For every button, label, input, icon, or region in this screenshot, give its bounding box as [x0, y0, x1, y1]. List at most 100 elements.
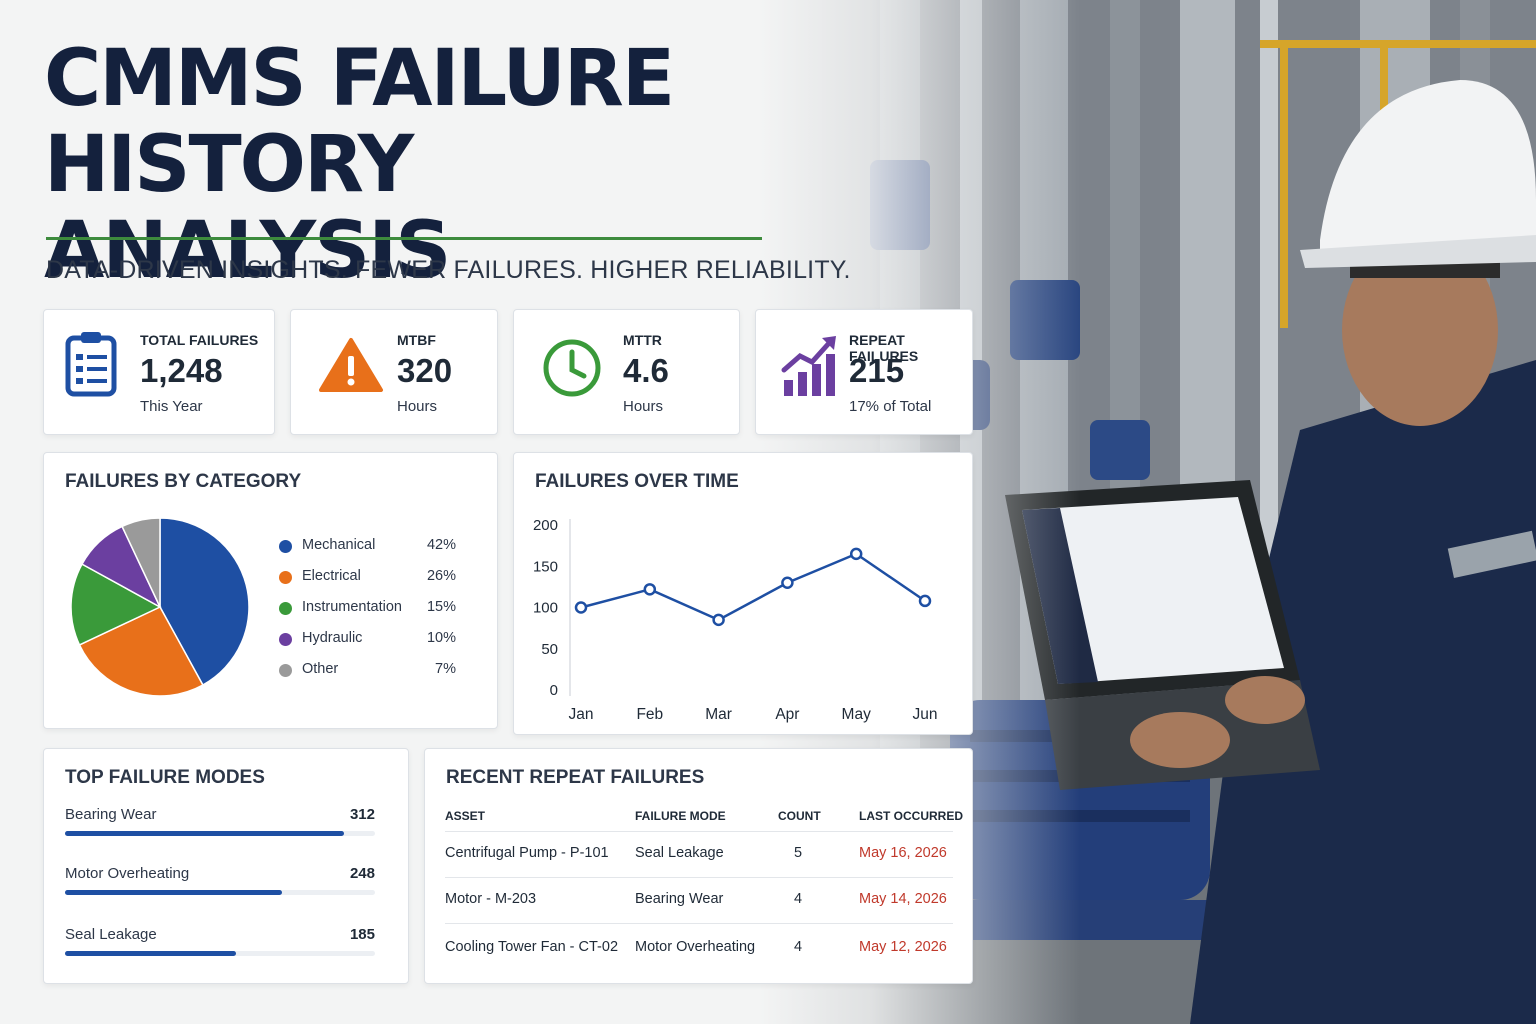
- failures-line-chart: 0 50 100 150 200 Jan Feb Mar Apr May Jun: [533, 517, 938, 723]
- column-header-last-occurred: LAST OCCURRED: [859, 809, 963, 823]
- kpi-label: TOTAL FAILURES: [140, 332, 259, 348]
- y-tick-label: 150: [533, 558, 558, 575]
- top-failure-modes-card: TOP FAILURE MODES Bearing Wear 312 Motor…: [43, 748, 409, 984]
- failure-mode-cell: Seal Leakage: [635, 845, 724, 861]
- failure-mode-count: 312: [349, 806, 375, 823]
- column-header-count: COUNT: [778, 809, 821, 823]
- kpi-value: 320: [397, 352, 453, 389]
- failure-mode-bar-track: [65, 831, 375, 836]
- pie-slice-other: [121, 517, 161, 608]
- legend-label: Other: [302, 661, 339, 677]
- failure-mode-count: 185: [349, 926, 375, 943]
- category-pie-chart: [70, 517, 250, 697]
- trending-up-bars-icon: [781, 336, 836, 396]
- asset-cell: Motor - M-203: [445, 891, 537, 907]
- card-title: RECENT REPEAT FAILURES: [446, 767, 705, 788]
- failure-mode-cell: Motor Overheating: [635, 939, 756, 955]
- data-point-jan: [574, 601, 588, 614]
- kpi-card-repeat-failures: REPEAT FAILURES 215 17% of Total: [755, 309, 973, 435]
- card-title: TOP FAILURE MODES: [65, 767, 265, 788]
- kpi-value: 1,248: [140, 352, 223, 389]
- tagline: DATA-DRIVEN INSIGHTS. FEWER FAILURES. HI…: [46, 256, 851, 284]
- x-tick-label: Feb: [636, 706, 663, 723]
- legend-label: Mechanical: [302, 537, 376, 553]
- failure-mode-cell: Bearing Wear: [635, 891, 724, 907]
- legend-item: Instrumentation 15%: [276, 597, 456, 628]
- legend-swatch: [279, 664, 292, 677]
- kpi-label: REPEAT FAILURES: [849, 332, 919, 364]
- x-tick-label: Jun: [913, 706, 938, 723]
- clock-icon: [543, 339, 601, 397]
- column-header-failure-mode: FAILURE MODE: [635, 809, 726, 823]
- kpi-label: MTTR: [623, 332, 662, 348]
- kpi-subtext: Hours: [623, 398, 664, 415]
- failure-mode-count: 248: [349, 865, 375, 882]
- legend-value: 15%: [426, 599, 456, 615]
- warning-triangle-icon: [319, 338, 383, 392]
- asset-cell: Centrifugal Pump - P-101: [445, 845, 609, 861]
- y-tick-label: 50: [541, 641, 558, 658]
- failure-mode-bar-fill: [65, 951, 236, 956]
- y-tick-label: 0: [550, 682, 558, 699]
- card-title: FAILURES OVER TIME: [535, 471, 739, 492]
- legend-swatch: [279, 633, 292, 646]
- title-divider: [46, 237, 762, 240]
- failure-mode-bar-track: [65, 890, 375, 895]
- pie-slice-mechanical: [159, 517, 250, 687]
- legend-label: Instrumentation: [302, 599, 402, 615]
- kpi-card-total-failures: TOTAL FAILURES 1,248 This Year: [43, 309, 275, 435]
- x-tick-label: May: [842, 706, 872, 723]
- last-occurred-cell: May 14, 2026: [859, 891, 947, 907]
- last-occurred-cell: May 12, 2026: [859, 939, 947, 955]
- x-tick-label: Mar: [705, 706, 732, 723]
- title-line-2: HISTORY ANALYSIS: [44, 120, 451, 296]
- failures-over-time-card: FAILURES OVER TIME 0 50 100 150 200 Jan Feb Mar…: [513, 452, 973, 735]
- table-row[interactable]: Cooling Tower Fan - CT-02 Motor Overheat…: [445, 923, 953, 969]
- data-point-mar: [712, 613, 725, 627]
- x-tick-label: Jan: [569, 706, 594, 723]
- legend-item: Mechanical 42%: [276, 535, 456, 566]
- legend-swatch: [279, 571, 292, 584]
- failure-mode-bar-track: [65, 951, 375, 956]
- legend-item: Electrical 26%: [276, 566, 456, 597]
- legend-label: Electrical: [302, 568, 361, 584]
- data-point-apr: [781, 576, 794, 589]
- kpi-value: 4.6: [623, 352, 669, 389]
- kpi-subtext: Hours: [397, 398, 438, 415]
- failure-mode-bar-fill: [65, 831, 344, 836]
- kpi-subtext: This Year: [140, 398, 203, 415]
- data-point-feb: [643, 583, 657, 596]
- legend-label: Hydraulic: [302, 630, 363, 646]
- recent-repeat-failures-card: RECENT REPEAT FAILURES ASSET FAILURE MOD…: [424, 748, 973, 984]
- card-title: FAILURES BY CATEGORY: [65, 471, 302, 492]
- legend-item: Other 7%: [276, 659, 456, 690]
- failure-mode-name: Seal Leakage: [65, 926, 157, 943]
- column-header-asset: ASSET: [445, 809, 486, 823]
- kpi-value: 215: [849, 352, 905, 389]
- x-tick-label: Apr: [775, 706, 799, 723]
- page-title: CMMS FAILURE HISTORY ANALYSIS: [44, 36, 804, 294]
- table-row[interactable]: Motor - M-203 Bearing Wear 4 May 14, 202…: [445, 877, 953, 923]
- kpi-card-mtbf: MTBF 320 Hours: [290, 309, 498, 435]
- clipboard-list-icon: [65, 332, 117, 397]
- legend-swatch: [279, 602, 292, 615]
- y-tick-label: 100: [533, 600, 558, 617]
- title-line-1: CMMS FAILURE: [44, 34, 675, 124]
- pie-slice-electrical: [78, 606, 204, 697]
- asset-cell: Cooling Tower Fan - CT-02: [445, 939, 619, 955]
- category-legend: Mechanical 42% Electrical 26% Instrument…: [276, 535, 456, 690]
- failures-by-category-card: FAILURES BY CATEGORY Mechanical 42% Elec…: [43, 452, 498, 729]
- count-cell: 4: [794, 939, 803, 955]
- table-row[interactable]: Centrifugal Pump - P-101 Seal Leakage 5 …: [445, 831, 953, 877]
- legend-value: 42%: [426, 537, 456, 553]
- count-cell: 4: [794, 891, 803, 907]
- kpi-card-mttr: MTTR 4.6 Hours: [513, 309, 740, 435]
- legend-swatch: [279, 540, 292, 553]
- legend-value: 10%: [426, 630, 456, 646]
- y-tick-label: 200: [533, 517, 558, 534]
- last-occurred-cell: May 16, 2026: [859, 845, 947, 861]
- count-cell: 5: [794, 845, 803, 861]
- data-point-jun: [918, 594, 932, 608]
- series-line: [580, 552, 926, 622]
- data-point-may: [849, 547, 863, 561]
